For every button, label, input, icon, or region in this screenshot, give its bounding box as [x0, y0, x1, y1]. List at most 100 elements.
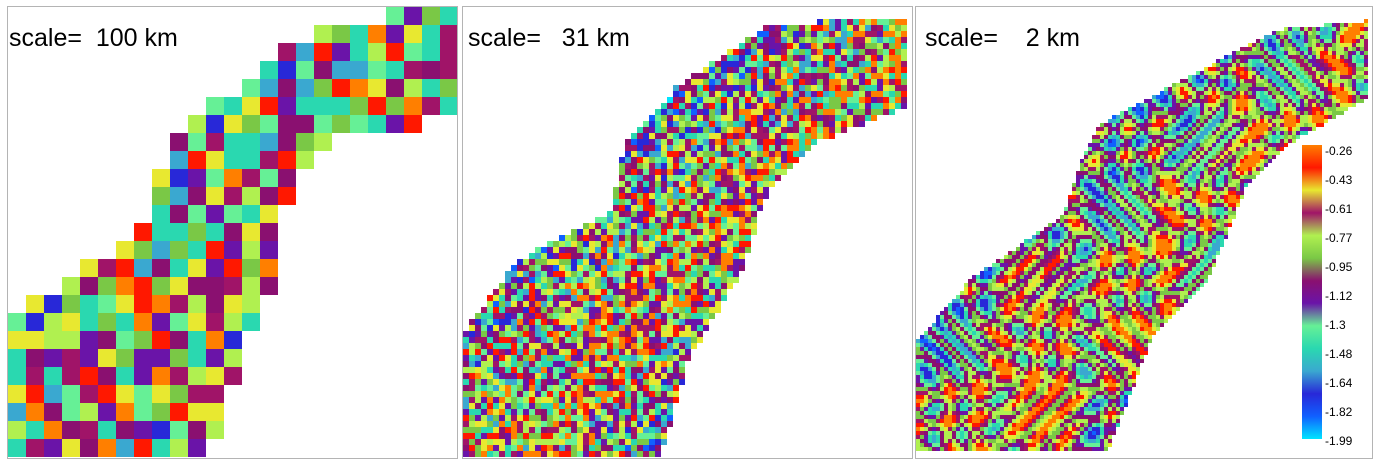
- raster-cell: [721, 181, 727, 187]
- raster-cell: [1244, 119, 1248, 123]
- raster-cell: [751, 205, 757, 211]
- raster-cell: [553, 397, 559, 403]
- raster-cell: [1096, 211, 1100, 215]
- raster-cell: [889, 43, 895, 49]
- raster-cell: [1356, 31, 1360, 35]
- raster-cell: [601, 427, 607, 433]
- raster-cell: [661, 367, 667, 373]
- raster-cell: [1320, 43, 1324, 47]
- raster-cell: [595, 421, 601, 427]
- raster-cell: [1220, 79, 1224, 83]
- raster-cell: [1068, 223, 1072, 227]
- raster-cell: [1120, 163, 1124, 167]
- raster-cell: [769, 157, 775, 163]
- raster-cell: [1156, 135, 1160, 139]
- raster-cell: [1088, 195, 1092, 199]
- raster-cell: [1244, 55, 1248, 59]
- raster-cell: [505, 325, 511, 331]
- raster-cell: [697, 235, 703, 241]
- raster-cell: [1128, 147, 1132, 151]
- raster-cell: [571, 301, 577, 307]
- raster-cell: [757, 199, 763, 205]
- raster-cell: [613, 187, 619, 193]
- raster-cell: [1188, 139, 1192, 143]
- raster-cell: [817, 25, 823, 31]
- raster-cell: [1268, 139, 1272, 143]
- raster-cell: [643, 181, 649, 187]
- raster-cell: [1100, 135, 1104, 139]
- raster-cell: [1248, 55, 1252, 59]
- raster-cell: [1144, 123, 1148, 127]
- raster-cell: [751, 55, 757, 61]
- raster-cell: [1292, 91, 1296, 95]
- raster-cell: [691, 199, 697, 205]
- raster-cell: [535, 343, 541, 349]
- raster-cell: [1140, 143, 1144, 147]
- raster-cell: [487, 313, 493, 319]
- raster-cell: [493, 439, 499, 445]
- raster-cell: [547, 439, 553, 445]
- raster-cell: [1220, 203, 1224, 207]
- raster-cell: [655, 265, 661, 271]
- raster-cell: [1232, 211, 1236, 215]
- raster-cell: [805, 115, 811, 121]
- raster-cell: [1148, 131, 1152, 135]
- raster-cell: [673, 127, 679, 133]
- raster-cell: [625, 421, 631, 427]
- raster-cell: [1152, 159, 1156, 163]
- raster-cell: [739, 73, 745, 79]
- raster-cell: [655, 115, 661, 121]
- raster-cell: [661, 343, 667, 349]
- raster-cell: [1252, 127, 1256, 131]
- raster-cell: [1220, 135, 1224, 139]
- raster-cell: [763, 175, 769, 181]
- raster-cell: [595, 373, 601, 379]
- raster-cell: [835, 31, 841, 37]
- raster-cell: [1288, 43, 1292, 47]
- raster-cell: [673, 163, 679, 169]
- raster-cell: [1148, 183, 1152, 187]
- raster-cell: [643, 319, 649, 325]
- raster-cell: [643, 247, 649, 253]
- raster-cell: [170, 439, 188, 457]
- raster-cell: [1184, 147, 1188, 151]
- raster-cell: [1212, 151, 1216, 155]
- raster-cell: [1088, 207, 1092, 211]
- raster-cell: [817, 97, 823, 103]
- raster-cell: [1088, 215, 1092, 219]
- raster-cell: [859, 115, 865, 121]
- raster-cell: [1236, 99, 1240, 103]
- raster-cell: [224, 259, 242, 277]
- raster-cell: [841, 91, 847, 97]
- raster-cell: [523, 415, 529, 421]
- raster-cell: [775, 67, 781, 73]
- raster-cell: [727, 151, 733, 157]
- raster-cell: [1076, 219, 1080, 223]
- raster-cell: [1136, 219, 1140, 223]
- raster-cell: [1176, 207, 1180, 211]
- raster-cell: [404, 115, 422, 133]
- raster-cell: [1160, 183, 1164, 187]
- raster-cell: [1148, 175, 1152, 179]
- raster-cell: [1252, 123, 1256, 127]
- raster-cell: [679, 247, 685, 253]
- raster-cell: [368, 97, 386, 115]
- raster-cell: [673, 145, 679, 151]
- raster-cell: [601, 277, 607, 283]
- raster-cell: [1216, 163, 1220, 167]
- raster-cell: [1200, 75, 1204, 79]
- raster-cell: [1144, 163, 1148, 167]
- raster-cell: [673, 307, 679, 313]
- raster-cell: [571, 235, 577, 241]
- raster-cell: [1244, 171, 1248, 175]
- raster-cell: [733, 193, 739, 199]
- raster-cell: [733, 271, 739, 277]
- raster-cell: [1128, 203, 1132, 207]
- raster-cell: [673, 301, 679, 307]
- raster-cell: [631, 175, 637, 181]
- raster-cell: [1236, 131, 1240, 135]
- raster-cell: [26, 403, 44, 421]
- raster-cell: [511, 403, 517, 409]
- raster-cell: [469, 373, 475, 379]
- raster-cell: [649, 283, 655, 289]
